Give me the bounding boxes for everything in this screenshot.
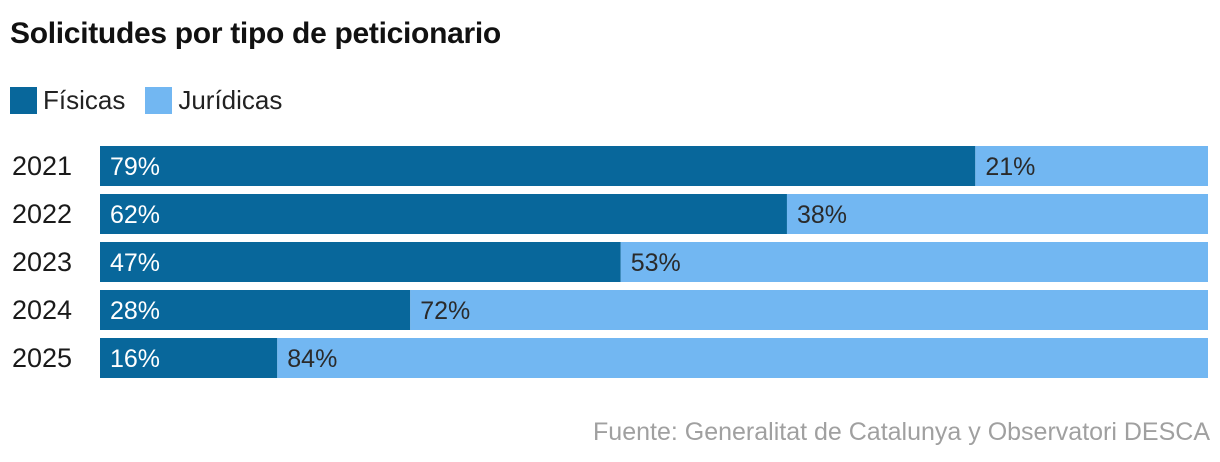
value-label-fisicas-2021: 79% [110, 153, 160, 181]
legend-label-fisicas: Físicas [43, 85, 126, 115]
value-label-juridicas-2024: 72% [420, 297, 470, 325]
chart-title: Solicitudes por tipo de peticionario [10, 17, 501, 50]
value-label-juridicas-2021: 21% [985, 153, 1035, 181]
value-label-fisicas-2024: 28% [110, 297, 160, 325]
bar-juridicas-2023 [620, 242, 1208, 282]
year-label-2024: 2024 [12, 295, 72, 325]
year-label-2025: 2025 [12, 343, 72, 373]
value-label-juridicas-2023: 53% [631, 249, 681, 277]
bar-fisicas-2022 [100, 194, 787, 234]
legend-item-fisicas: Físicas [10, 84, 125, 116]
bar-fisicas-2021 [100, 146, 976, 186]
bar-fisicas-2023 [100, 242, 621, 282]
value-label-fisicas-2022: 62% [110, 201, 160, 229]
legend-swatch-juridicas [145, 86, 173, 114]
value-label-juridicas-2025: 84% [287, 345, 337, 373]
value-label-fisicas-2025: 16% [110, 345, 160, 373]
value-label-fisicas-2023: 47% [110, 249, 160, 277]
legend: Físicas Jurídicas [10, 84, 302, 116]
legend-label-juridicas: Jurídicas [178, 85, 283, 115]
legend-item-juridicas: Jurídicas [145, 84, 282, 116]
year-label-2021: 2021 [12, 151, 72, 181]
source-note: Fuente: Generalitat de Catalunya y Obser… [593, 418, 1210, 446]
bar-juridicas-2025 [277, 338, 1208, 378]
legend-swatch-fisicas [10, 86, 37, 114]
value-label-juridicas-2022: 38% [797, 201, 847, 229]
bar-fisicas-2025 [100, 338, 278, 378]
bar-juridicas-2022 [786, 194, 1208, 234]
bar-juridicas-2021 [975, 146, 1208, 186]
year-label-2022: 2022 [12, 199, 72, 229]
bar-juridicas-2024 [410, 290, 1208, 330]
bar-fisicas-2024 [100, 290, 411, 330]
year-label-2023: 2023 [12, 247, 72, 277]
